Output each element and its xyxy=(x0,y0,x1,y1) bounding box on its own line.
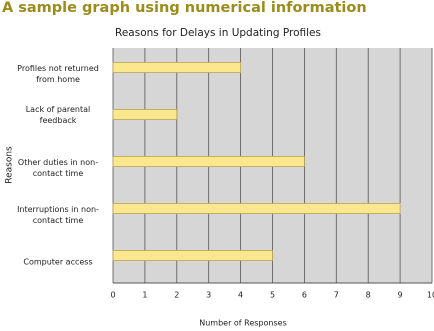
y-tick-label: Lack of parental feedback xyxy=(25,104,91,125)
x-axis-label: Number of Responses xyxy=(199,319,287,328)
x-tick-label: 3 xyxy=(206,291,211,300)
x-tick-label: 10 xyxy=(427,291,434,300)
x-tick-label: 0 xyxy=(110,291,115,300)
chart-title: Reasons for Delays in Updating Profiles xyxy=(115,27,321,39)
x-tick-label: 7 xyxy=(334,291,339,300)
y-tick-label: Profiles not returned from home xyxy=(17,63,99,84)
heading: A sample graph using numerical informati… xyxy=(2,0,367,16)
bar xyxy=(112,109,178,120)
x-tick-label: 6 xyxy=(302,291,307,300)
y-axis-label: Reasons xyxy=(5,146,15,184)
x-tick-label: 9 xyxy=(398,291,403,300)
x-tick-label: 5 xyxy=(270,291,275,300)
bar xyxy=(112,62,241,73)
bar xyxy=(112,203,401,214)
x-tick-label: 8 xyxy=(366,291,371,300)
bar xyxy=(112,156,305,167)
bar xyxy=(112,250,273,261)
x-tick-label: 2 xyxy=(174,291,179,300)
y-tick-label: Other duties in non-contact time xyxy=(17,157,99,178)
y-tick-label: Computer access xyxy=(23,257,93,266)
x-tick-label: 4 xyxy=(238,291,243,300)
y-tick-label: Interruptions in non-contact time xyxy=(17,204,99,225)
x-tick-label: 1 xyxy=(142,291,147,300)
